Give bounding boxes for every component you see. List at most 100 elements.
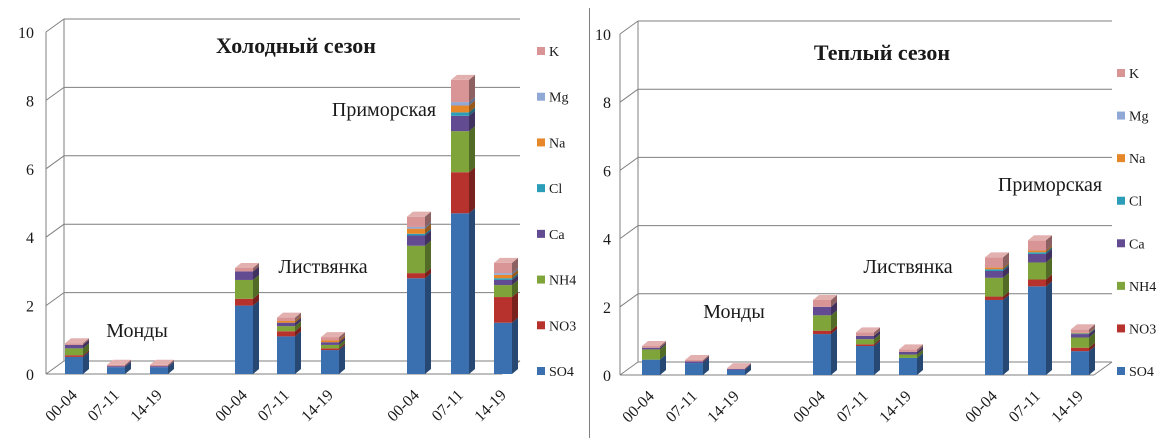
x-tick-label: 07-11 xyxy=(255,387,293,425)
x-tick-label: 00-04 xyxy=(42,387,80,425)
bar-top xyxy=(107,359,131,365)
y-tick-label: 4 xyxy=(603,232,611,249)
group-label: Листвянка xyxy=(863,256,952,278)
bar-side-SO4 xyxy=(425,273,431,374)
y-tick-label: 8 xyxy=(26,93,34,110)
bar-top xyxy=(985,252,1009,258)
bar-segment-Na xyxy=(1071,332,1089,334)
bar-side-NH4 xyxy=(339,339,345,349)
bar-segment-Ca xyxy=(65,344,83,349)
legend-swatch-Mg xyxy=(1117,111,1125,120)
bar-segment-Ca xyxy=(985,270,1003,278)
bar-segment-K xyxy=(856,332,874,336)
bar-side-Mg xyxy=(469,97,475,106)
floor-right-edge xyxy=(1093,361,1113,376)
bar-segment-K xyxy=(727,368,745,369)
bar-segment-Ca xyxy=(856,335,874,340)
bar-segment-NH4 xyxy=(1028,262,1046,280)
y-tick-label: 0 xyxy=(26,367,34,384)
x-tick-label: 00-04 xyxy=(212,387,250,425)
legend-swatch-NO3 xyxy=(537,321,545,330)
gridline-diagonal xyxy=(619,361,639,376)
bar-side-SO4 xyxy=(745,364,751,375)
bar-segment-Na xyxy=(321,340,339,343)
bar-segment-K xyxy=(451,79,469,103)
bar-side-Ca xyxy=(1089,329,1095,338)
bar-top xyxy=(277,312,301,318)
legend-swatch-SO4 xyxy=(1117,367,1125,375)
bar-side-K xyxy=(1046,235,1052,251)
legend-label: Ca xyxy=(549,228,565,243)
y-tick-label: 0 xyxy=(603,368,611,385)
bar-segment-NO3 xyxy=(813,330,831,335)
bar-segment-NO3 xyxy=(1071,347,1089,352)
bar-side-SO4 xyxy=(168,362,174,374)
bar-side-SO4 xyxy=(295,331,301,374)
bar-segment-NH4 xyxy=(277,326,295,332)
bar-segment-Ca xyxy=(642,347,660,350)
bar-segment-NH4 xyxy=(321,344,339,349)
legend-label: NO3 xyxy=(549,319,576,334)
bar-side-NO3 xyxy=(1003,291,1009,300)
bar-segment-K xyxy=(899,349,917,352)
bar-segment-K xyxy=(65,343,83,345)
bar-segment-SO4 xyxy=(985,299,1003,375)
legend-label: Na xyxy=(1129,152,1146,167)
legend-label: K xyxy=(549,45,559,60)
bar-side-Cl xyxy=(1089,328,1095,335)
gridline-diagonal xyxy=(45,292,65,307)
bar-side-SO4 xyxy=(874,341,880,375)
bar-segment-SO4 xyxy=(899,357,917,375)
bar-side-SO4 xyxy=(83,351,89,374)
bar-side-NO3 xyxy=(83,350,89,357)
bar-side-Cl xyxy=(1003,264,1009,271)
bar-segment-NO3 xyxy=(407,273,425,279)
bar-segment-NH4 xyxy=(642,349,660,360)
bar-segment-K xyxy=(494,262,512,274)
bar-segment-NH4 xyxy=(407,245,425,274)
y-tick-label: 2 xyxy=(26,299,34,316)
bar-side-Ca xyxy=(83,339,89,349)
bar-side-K xyxy=(83,338,89,345)
legend-swatch-NO3 xyxy=(1117,324,1125,333)
bar-side-K xyxy=(125,359,131,367)
bar-side-NH4 xyxy=(469,126,475,173)
bar-side-SO4 xyxy=(831,329,837,375)
y-tick-label: 4 xyxy=(26,230,34,247)
gridline-diagonal xyxy=(619,156,639,171)
bar-segment-K xyxy=(235,267,253,272)
bar-segment-NO3 xyxy=(277,331,295,337)
legend-label: Na xyxy=(549,136,566,151)
bar-segment-Cl xyxy=(451,112,469,116)
bar-side-K xyxy=(745,363,751,369)
bar-segment-SO4 xyxy=(321,350,339,374)
bar-segment-Ca xyxy=(107,366,125,368)
x-tick-label: 07-11 xyxy=(85,387,123,425)
legend-label: SO4 xyxy=(1129,365,1154,380)
bar-segment-Mg xyxy=(494,273,512,275)
bar-top xyxy=(1071,324,1095,330)
bar-segment-Ca xyxy=(451,115,469,132)
bar-side-K xyxy=(425,211,431,227)
bar-side-NO3 xyxy=(469,167,475,214)
bar-segment-NH4 xyxy=(494,285,512,298)
bar-side-NO3 xyxy=(425,268,431,279)
bar-side-Ca xyxy=(295,317,301,327)
x-tick-label: 07-11 xyxy=(1006,388,1044,426)
bar-side-NH4 xyxy=(425,240,431,274)
bar-side-Ca xyxy=(512,274,518,286)
bar-side-Na xyxy=(1089,327,1095,334)
group-label: Приморская xyxy=(332,99,436,121)
bar-side-SO4 xyxy=(660,354,666,375)
bar-side-SO4 xyxy=(253,300,259,374)
bar-side-NO3 xyxy=(1046,274,1052,287)
bar-segment-Ca xyxy=(150,366,168,368)
bar-side-NH4 xyxy=(1046,257,1052,280)
x-tick-label: 00-04 xyxy=(962,388,1000,426)
bar-side-Na xyxy=(469,100,475,113)
bar-side-NH4 xyxy=(831,310,837,331)
bar-side-Mg xyxy=(425,221,431,229)
